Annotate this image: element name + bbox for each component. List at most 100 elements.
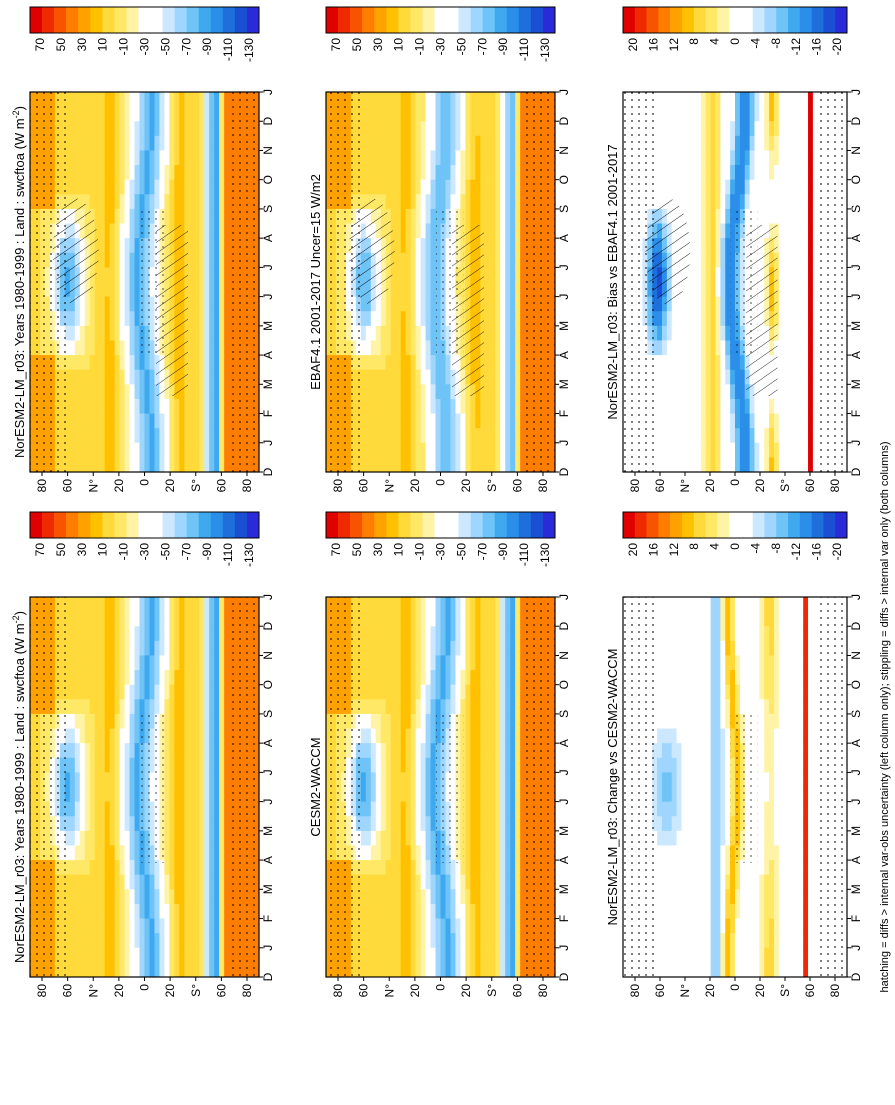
heatmap-cell <box>390 947 397 963</box>
heatmap-cell <box>490 121 496 137</box>
heatmap-cell <box>395 845 402 861</box>
heatmap-cell <box>84 428 91 444</box>
heatmap-cell <box>224 296 230 312</box>
heatmap-cell <box>169 874 175 890</box>
heatmap-cell <box>435 918 441 934</box>
heatmap-cell <box>104 457 111 473</box>
heatmap-cell <box>375 816 382 832</box>
heatmap-cell <box>365 713 372 729</box>
heatmap-cell <box>485 874 491 890</box>
heatmap-cell <box>209 903 215 919</box>
heatmap-cell <box>99 655 106 671</box>
heatmap-cell <box>189 92 195 108</box>
heatmap-cell <box>510 252 516 268</box>
heatmap-cell <box>219 860 225 876</box>
heatmap-cell <box>480 947 486 963</box>
heatmap-cell <box>500 640 506 656</box>
heatmap-cell <box>109 772 116 788</box>
heatmap-cell <box>194 933 200 949</box>
heatmap-cell <box>520 442 526 458</box>
heatmap-cell <box>149 640 155 656</box>
heatmap-cell <box>395 597 402 613</box>
heatmap-cell <box>69 398 76 414</box>
heatmap-cell <box>189 179 195 195</box>
heatmap-cell <box>425 801 431 817</box>
heatmap-cell <box>480 413 486 429</box>
heatmap-cell <box>179 816 185 832</box>
heatmap-cell <box>445 860 451 876</box>
heatmap-cell <box>214 889 220 905</box>
heatmap-cell <box>520 106 526 122</box>
heatmap-cell <box>209 830 215 846</box>
heatmap-cell <box>395 611 402 627</box>
heatmap-cell <box>360 874 367 890</box>
heatmap-cell <box>224 282 230 298</box>
heatmap-cell <box>119 801 125 817</box>
heatmap-cell <box>199 208 205 224</box>
heatmap-cell <box>169 92 175 108</box>
heatmap-cell <box>410 699 417 715</box>
heatmap-cell <box>134 413 140 429</box>
heatmap-cell <box>209 713 215 729</box>
heatmap-cell <box>405 208 412 224</box>
heatmap-cell <box>109 597 116 613</box>
y-tick-label: 60 <box>510 479 524 493</box>
heatmap-cell <box>365 597 372 613</box>
heatmap-cell <box>510 428 516 444</box>
heatmap-cell <box>365 874 372 890</box>
heatmap-cell <box>490 325 496 341</box>
heatmap-cell <box>214 801 220 817</box>
heatmap-cell <box>510 860 516 876</box>
heatmap-cell <box>500 296 506 312</box>
heatmap-cell <box>99 918 106 934</box>
heatmap-cell <box>455 626 461 642</box>
heatmap-cell <box>495 208 501 224</box>
heatmap-cell <box>114 92 121 108</box>
heatmap-cell <box>169 208 175 224</box>
heatmap-cell <box>405 728 412 744</box>
heatmap-cell <box>139 962 145 978</box>
heatmap-cell <box>420 325 426 341</box>
heatmap-cell <box>169 787 175 803</box>
heatmap-cell <box>430 179 436 195</box>
heatmap-cell <box>84 165 91 181</box>
heatmap-cell <box>450 92 456 108</box>
heatmap-cell <box>415 611 421 627</box>
heatmap-cell <box>194 845 200 861</box>
heatmap-cell <box>360 179 367 195</box>
heatmap-cell <box>159 699 165 715</box>
heatmap-cell <box>64 830 71 846</box>
panel-title: EBAF4.1 2001-2017 Uncer=15 W/m2 <box>308 174 323 390</box>
heatmap-cell <box>435 398 441 414</box>
heatmap-cell <box>510 933 516 949</box>
heatmap-cell <box>505 772 511 788</box>
heatmap-cell <box>515 611 521 627</box>
colorbar-label: 30 <box>371 38 385 52</box>
heatmap-cell <box>390 626 397 642</box>
heatmap-cell <box>490 860 496 876</box>
heatmap-cell <box>485 296 491 312</box>
heatmap-cell <box>204 684 210 700</box>
heatmap-cell <box>179 194 185 210</box>
heatmap-cell <box>129 165 135 181</box>
heatmap-cell <box>470 933 476 949</box>
heatmap-cell <box>129 830 135 846</box>
heatmap-cell <box>455 179 461 195</box>
heatmap-cell <box>470 787 476 803</box>
heatmap-cell <box>134 743 140 759</box>
heatmap-cell <box>94 267 101 283</box>
heatmap-cell <box>219 830 225 846</box>
heatmap-cell <box>485 787 491 803</box>
heatmap-cell <box>209 743 215 759</box>
heatmap-cell <box>214 757 220 773</box>
heatmap-cell <box>79 728 86 744</box>
heatmap-cell <box>169 757 175 773</box>
heatmap-cell <box>400 92 407 108</box>
heatmap-cell <box>129 106 135 122</box>
heatmap-cell <box>520 787 526 803</box>
heatmap-cell <box>515 699 521 715</box>
x-tick-label: J <box>261 594 275 600</box>
heatmap-cell <box>415 398 421 414</box>
heatmap-cell <box>390 860 397 876</box>
heatmap-cell <box>420 889 426 905</box>
